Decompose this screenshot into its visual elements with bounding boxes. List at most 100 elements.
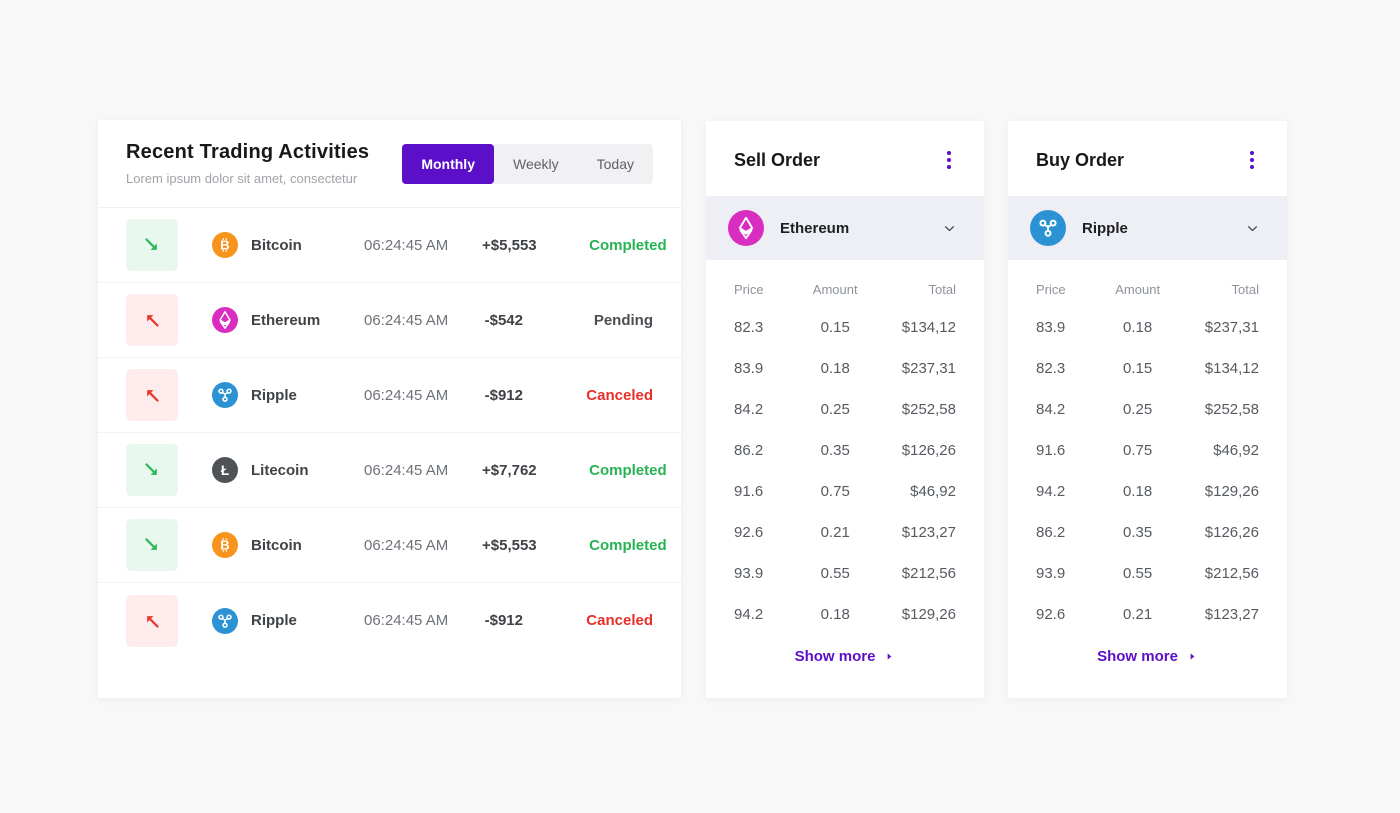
amount-value: 0.15 (1123, 360, 1153, 377)
total-value: $252,58 (1204, 401, 1259, 418)
recent-trading-activities-panel: Recent Trading Activities Lorem ipsum do… (98, 120, 681, 698)
order-row: 93.9 0.55 $212,56 (734, 553, 956, 594)
trade-amount: -$912 (484, 612, 523, 629)
trend-up-left-icon (126, 294, 178, 346)
ethereum-icon (728, 210, 764, 246)
order-row: 83.9 0.18 $237,31 (1036, 307, 1259, 348)
activity-row: Ripple 06:24:45 AM -$912 Canceled (98, 583, 681, 658)
amount-value: 0.18 (820, 606, 850, 623)
panel-title: Sell Order (734, 149, 821, 170)
order-table-header: Price Amount Total (734, 268, 956, 307)
trend-up-left-icon (126, 594, 178, 647)
show-more-button[interactable]: Show more (706, 635, 984, 678)
litecoin-icon (212, 457, 238, 483)
trade-time: 06:24:45 AM (364, 386, 449, 404)
col-amount: Amount (812, 282, 858, 297)
order-table-header: Price Amount Total (1036, 268, 1259, 307)
buy-order-panel: Buy Order Ripple Price Amount Total 83.9… (1008, 121, 1287, 698)
price-value: 82.3 (734, 319, 764, 336)
price-value: 92.6 (734, 524, 764, 541)
amount-value: 0.18 (820, 360, 850, 377)
activity-row: Litecoin 06:24:45 AM +$7,762 Completed (98, 433, 681, 508)
status-badge: Canceled (586, 386, 653, 404)
chevron-down-icon (1247, 225, 1258, 231)
amount-value: 0.21 (820, 524, 850, 541)
amount-value: 0.21 (1123, 606, 1153, 623)
coin-name: Ripple (251, 386, 297, 404)
price-value: 94.2 (1036, 483, 1066, 500)
status-badge: Pending (593, 311, 653, 329)
triangle-right-icon (1190, 653, 1195, 660)
kebab-menu-button[interactable] (1243, 148, 1261, 172)
trade-time: 06:24:45 AM (364, 612, 449, 629)
order-row: 91.6 0.75 $46,92 (734, 471, 956, 512)
price-value: 91.6 (1036, 442, 1066, 459)
ripple-icon (212, 607, 238, 634)
order-row: 92.6 0.21 $123,27 (734, 512, 956, 553)
coin-name: Litecoin (251, 461, 309, 479)
trend-down-right-icon (126, 444, 178, 496)
coin-cell: Ripple (178, 607, 364, 634)
total-value: $129,26 (901, 606, 956, 623)
coin-cell: Bitcoin (178, 232, 364, 258)
price-value: 86.2 (1036, 524, 1066, 541)
order-row: 86.2 0.35 $126,26 (734, 430, 956, 471)
coin-selector[interactable]: Ethereum (706, 196, 984, 260)
trade-amount: -$912 (484, 386, 523, 404)
tab-weekly[interactable]: Weekly (512, 155, 559, 172)
selected-coin-label: Ethereum (780, 219, 850, 237)
coin-cell: Ethereum (178, 307, 364, 333)
col-price: Price (734, 282, 764, 297)
total-value: $252,58 (901, 401, 956, 418)
trade-amount: -$542 (484, 311, 523, 329)
chevron-down-icon (944, 225, 955, 231)
total-value: $46,92 (1213, 442, 1259, 459)
order-row: 84.2 0.25 $252,58 (1036, 389, 1259, 430)
price-value: 84.2 (1036, 401, 1066, 418)
amount-value: 0.75 (1123, 442, 1153, 459)
trade-amount: +$5,553 (482, 236, 537, 254)
order-row: 84.2 0.25 $252,58 (734, 389, 956, 430)
trade-time: 06:24:45 AM (364, 461, 449, 479)
coin-selector[interactable]: Ripple (1008, 196, 1287, 260)
panel-subtitle: Lorem ipsum dolor sit amet, consectetur (126, 171, 358, 186)
kebab-menu-button[interactable] (940, 148, 958, 172)
order-row: 94.2 0.18 $129,26 (1036, 471, 1259, 512)
period-tabs: Monthly Weekly Today (402, 143, 653, 184)
coin-name: Ethereum (251, 311, 321, 329)
tab-today[interactable]: Today (596, 155, 634, 172)
price-value: 93.9 (1036, 565, 1066, 582)
show-more-button[interactable]: Show more (1008, 635, 1287, 678)
trade-amount: +$7,762 (482, 461, 537, 479)
total-value: $126,26 (901, 442, 956, 459)
col-price: Price (1036, 282, 1066, 297)
tab-monthly[interactable]: Monthly (402, 143, 494, 184)
col-total: Total (928, 282, 956, 297)
order-row: 92.6 0.21 $123,27 (1036, 594, 1259, 635)
price-value: 84.2 (734, 401, 764, 418)
selected-coin-label: Ripple (1082, 219, 1128, 237)
coin-cell: Ripple (178, 382, 364, 408)
bitcoin-icon (212, 232, 238, 258)
activity-row: Ethereum 06:24:45 AM -$542 Pending (98, 283, 681, 358)
total-value: $212,56 (901, 565, 956, 582)
bitcoin-icon (212, 532, 238, 558)
status-badge: Canceled (586, 612, 653, 629)
amount-value: 0.18 (1123, 319, 1153, 336)
panel-title: Recent Trading Activities (126, 141, 370, 163)
amount-value: 0.18 (1123, 483, 1153, 500)
amount-value: 0.25 (820, 401, 850, 418)
total-value: $134,12 (901, 319, 956, 336)
price-value: 86.2 (734, 442, 764, 459)
order-row: 91.6 0.75 $46,92 (1036, 430, 1259, 471)
trend-down-right-icon (126, 219, 178, 271)
order-row: 94.2 0.18 $129,26 (734, 594, 956, 635)
total-value: $46,92 (910, 483, 956, 500)
status-badge: Completed (589, 236, 667, 254)
col-amount: Amount (1115, 282, 1161, 297)
trend-up-left-icon (126, 369, 178, 421)
total-value: $123,27 (901, 524, 956, 541)
total-value: $134,12 (1204, 360, 1259, 377)
trend-down-right-icon (126, 519, 178, 571)
amount-value: 0.35 (820, 442, 850, 459)
